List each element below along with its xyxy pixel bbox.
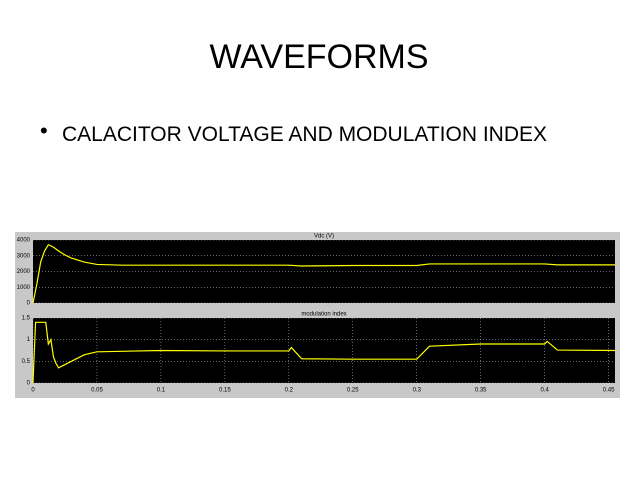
chart-title: Vdc (V) — [314, 234, 334, 240]
y-tick-label: 0 — [27, 381, 31, 387]
x-tick-label: 0.2 — [285, 388, 294, 394]
y-tick-label: 4000 — [17, 238, 31, 244]
bullet-text: CALACITOR VOLTAGE AND MODULATION INDEX — [62, 123, 548, 146]
x-tick-label: 0.15 — [219, 388, 231, 394]
y-tick-label: 1000 — [17, 285, 31, 291]
x-tick-label: 0.35 — [475, 388, 487, 394]
bullet-dot: • — [40, 118, 48, 143]
y-tick-label: 1.5 — [22, 316, 31, 322]
x-tick-label: 0.45 — [603, 388, 615, 394]
signal-line — [32, 321, 616, 384]
x-tick-label: 0.05 — [91, 388, 103, 394]
x-tick-label: 0.25 — [347, 388, 359, 394]
signal-line — [32, 243, 615, 304]
plot-area — [33, 318, 615, 383]
x-tick-label: 0.1 — [157, 388, 166, 394]
slide-title: WAVEFORMS — [209, 38, 429, 76]
y-tick-label: 1 — [27, 337, 31, 343]
y-tick-label: 3000 — [17, 253, 31, 259]
chart-title: modulation index — [301, 312, 346, 318]
x-tick-label: 0.3 — [413, 388, 422, 394]
y-tick-label: 0.5 — [22, 359, 31, 365]
x-tick-label: 0.4 — [540, 388, 549, 394]
y-tick-label: 2000 — [17, 269, 31, 275]
y-tick-label: 0 — [27, 301, 31, 307]
x-tick-label: 0 — [31, 388, 35, 394]
